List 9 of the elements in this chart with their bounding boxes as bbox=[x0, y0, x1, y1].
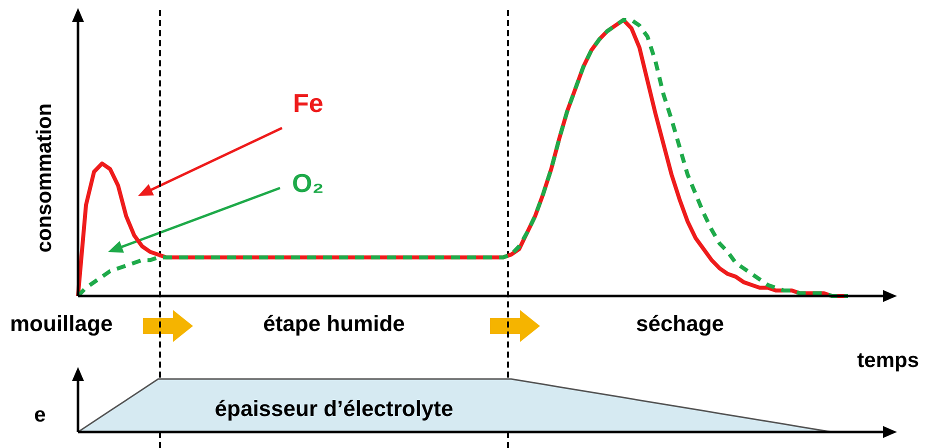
annotation: épaisseur d’électrolyte bbox=[214, 396, 454, 422]
text: Fe bbox=[293, 88, 324, 118]
text: étape humide bbox=[263, 311, 405, 336]
text: séchage bbox=[636, 311, 724, 336]
y-axis-title: consommation bbox=[32, 103, 56, 253]
x-axis-title: temps bbox=[857, 348, 919, 372]
text: mouillage bbox=[10, 311, 113, 336]
text: O₂ bbox=[292, 168, 324, 198]
y-axis-title: e bbox=[34, 403, 46, 426]
